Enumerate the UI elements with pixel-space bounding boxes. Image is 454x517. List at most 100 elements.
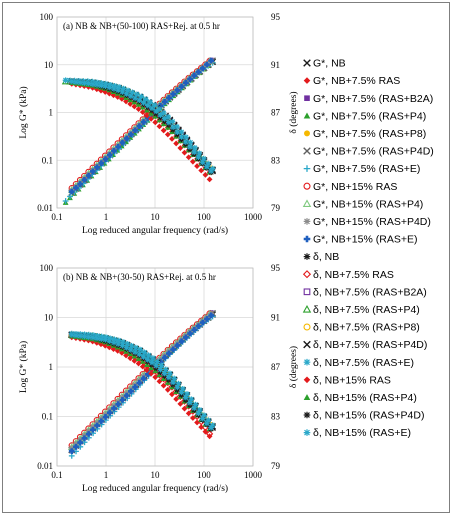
data-point [178,338,185,345]
data-point [106,344,113,351]
data-point [148,110,155,116]
data-point [192,401,199,408]
data-point [185,154,192,161]
data-point [85,78,91,85]
data-point [89,81,96,88]
data-point [178,134,185,140]
data-point [144,367,150,374]
data-point [160,127,167,134]
data-point [127,355,134,362]
x-tick-label: 100 [197,212,211,222]
data-point [152,368,159,374]
data-point [77,79,84,86]
data-point [115,87,122,94]
data-point [208,57,215,64]
data-point [147,99,154,106]
data-point [94,164,100,171]
x-tick-label: 1 [104,212,109,222]
legend-item: G*, NB+15% (RAS+P4D) [303,216,431,228]
data-point [153,362,160,369]
legend-item: G*, NB+7.5% (RAS+P8) [304,128,426,140]
legend-label: δ, NB+15% (RAS+P4) [313,392,417,404]
data-point [160,375,167,382]
data-point [187,76,193,82]
data-point [94,422,100,429]
data-point [184,391,190,397]
legend-marker [303,182,311,190]
data-point [132,344,139,351]
data-point [187,399,193,406]
data-point [200,155,207,162]
data-point [208,424,215,431]
data-point [195,410,202,417]
data-point [132,384,139,390]
data-point [169,391,175,398]
data-point [191,326,198,333]
legend-marker [303,340,311,349]
data-point [149,359,155,366]
data-point [106,338,113,344]
series-21 [68,78,215,174]
data-point [136,97,143,104]
data-point [149,105,155,112]
data-point [160,110,167,116]
data-point [204,316,210,322]
data-point [85,80,92,87]
data-point [170,124,177,131]
y2-tick-label: 83 [271,155,281,165]
data-point [164,131,171,138]
data-point [123,135,130,142]
data-point [115,340,122,347]
data-point [123,98,129,105]
data-point [199,415,206,422]
chart-panel-b: 0.1 1 10 100 10000.010.11101007983879195Log … [18,263,299,494]
legend-item: G*, NB+7.5% (RAS+B2A) [304,93,433,105]
legend-item: G*, NB+15% RAS [303,181,397,193]
data-point [119,139,126,146]
y-tick-label: 0.01 [37,203,53,213]
data-point [134,91,140,98]
legend-label: G*, NB+7.5% (RAS+E) [313,163,420,175]
data-point [164,379,171,385]
legend-marker [302,199,312,207]
data-point [205,417,212,424]
y-tick-label: 0.1 [42,155,53,165]
y-tick-label: 1 [49,362,54,372]
data-point [131,99,138,105]
y-tick-label: 100 [40,263,54,273]
figure-frame [2,2,450,513]
data-point [123,392,130,399]
legend-item: G*, NB+7.5% (RAS+E) [303,163,420,175]
legend-label: δ, NB+15% RAS [313,374,391,386]
data-point [135,106,142,112]
legend-item: δ, NB+7.5% (RAS+E) [303,357,414,369]
legend-marker [304,95,310,102]
data-point [185,410,192,417]
data-point [125,87,131,94]
x-tick-label: 1000 [244,212,263,222]
plot-area [56,16,254,209]
data-point [123,344,130,351]
data-point [194,419,200,426]
legend-label: δ, NB+7.5% (RAS+P8) [313,322,420,334]
data-point [157,112,164,118]
data-point [123,352,129,359]
data-point [156,371,163,378]
legend-marker [303,253,311,260]
data-point [136,123,143,130]
x-tick-label: 1000 [244,470,263,480]
data-point [170,346,177,353]
data-point [152,119,159,126]
data-point [179,385,186,392]
data-point [81,435,88,442]
legend-label: δ, NB+7.5% (RAS+E) [313,357,414,369]
data-point [161,98,168,105]
data-point [114,94,121,100]
data-point [106,152,113,158]
data-point [132,349,139,355]
data-point [154,358,161,365]
data-point [123,348,129,354]
data-point [195,154,202,161]
data-point [119,396,126,403]
